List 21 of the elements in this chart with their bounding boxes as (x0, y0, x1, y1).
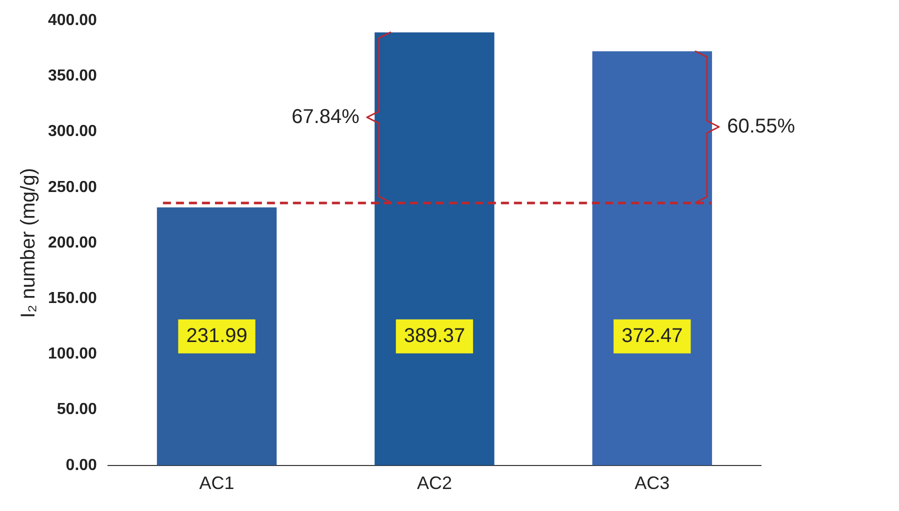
annotation: 67.84% (292, 106, 360, 128)
y-tick-label: 100.00 (48, 346, 98, 363)
y-tick-label: 350.00 (48, 68, 98, 85)
y-tick-label: 50.00 (56, 401, 98, 418)
data-label: 389.37 (404, 324, 466, 347)
y-tick-label: 300.00 (48, 123, 98, 140)
x-tick-label: AC1 (199, 473, 234, 494)
bar (374, 32, 494, 466)
x-tick-label: AC3 (634, 473, 670, 494)
y-tick-label: 200.00 (48, 234, 98, 252)
y-tick-label: 0.00 (66, 456, 98, 474)
y-tick-label: 400.00 (48, 12, 98, 30)
annotation: 60.55% (727, 116, 796, 138)
x-tick-label: AC2 (416, 473, 452, 494)
bar (156, 207, 277, 466)
y-tick-label: 150.00 (48, 290, 98, 308)
data-label: 372.47 (622, 324, 683, 347)
y-axis-title: I₂ number (mg/g) (18, 168, 40, 318)
data-label: 231.99 (186, 324, 248, 347)
bar (592, 51, 712, 466)
y-tick-label: 250.00 (48, 178, 98, 196)
